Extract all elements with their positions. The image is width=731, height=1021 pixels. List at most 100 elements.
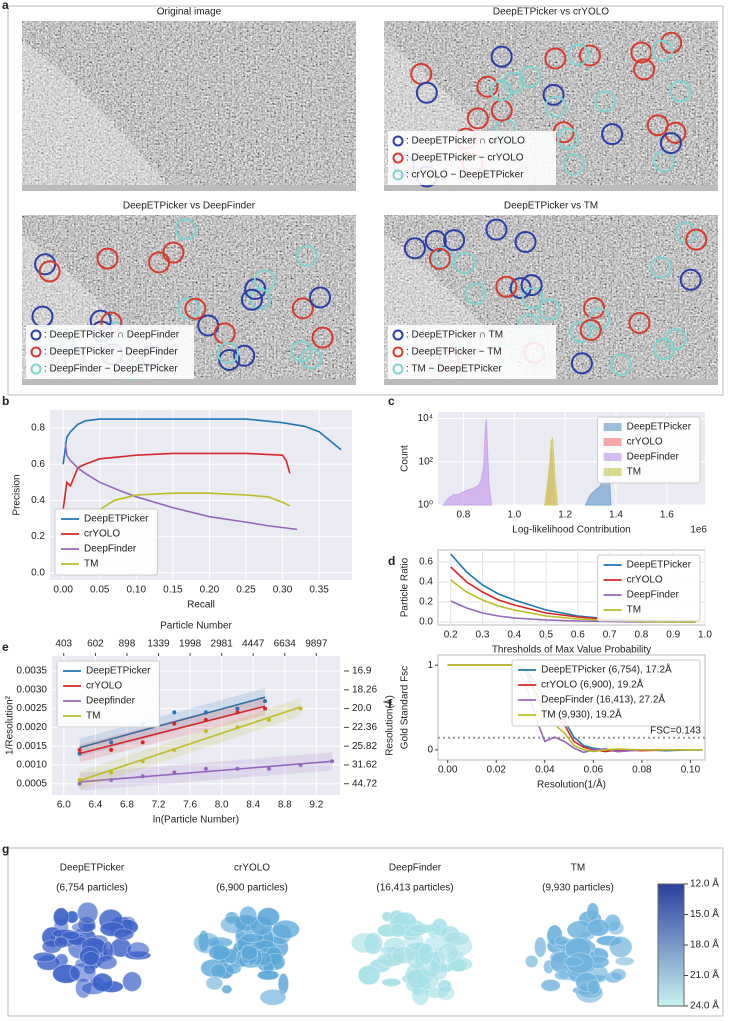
scatter-point	[77, 781, 82, 786]
x-tick-label: 8.0	[215, 800, 229, 811]
particle-ring	[464, 282, 487, 305]
particle-ring	[518, 65, 541, 88]
bottom-strip	[384, 379, 718, 385]
colorbar-label: 15.0 Å	[690, 907, 719, 920]
particle-ring	[542, 83, 565, 106]
bottom-strip	[22, 379, 356, 385]
x2-tick-label: 1998	[179, 639, 202, 650]
y-axis-label: Particle Ratio	[400, 557, 411, 617]
scatter-point	[235, 725, 240, 730]
density-blob	[82, 950, 100, 966]
x-tick-label: 0.8	[456, 510, 470, 521]
legend-ring	[30, 363, 42, 375]
y-tick-label: 0.0	[419, 617, 433, 628]
density-blob	[608, 935, 633, 958]
particle-ring	[291, 297, 314, 320]
legend-label: : TM − DeepETPicker	[406, 364, 502, 375]
legend-box	[388, 131, 556, 185]
density-blob	[259, 988, 287, 1006]
particle-count: (16,413 particles)	[376, 883, 453, 894]
y-tick-label: 0.6	[31, 459, 45, 470]
density-blob	[53, 936, 69, 949]
legend-ring	[392, 363, 404, 375]
x-tick-label: 1.0	[507, 510, 521, 521]
y-tick-label: 0.0025	[16, 703, 47, 714]
series-line	[62, 418, 342, 465]
legend-label: DeepFinder (16,413), 27.2Å	[541, 693, 665, 706]
axis-offset: 1e6	[690, 525, 707, 536]
density-blob	[449, 957, 468, 973]
tomogram	[22, 21, 356, 191]
scatter-point	[235, 710, 240, 715]
x-tick-label: 0.30	[273, 585, 293, 596]
density-blob	[418, 943, 434, 965]
panel-label: e	[2, 640, 9, 654]
y2-tick-label: 25.82	[352, 741, 377, 752]
density-blob	[52, 907, 70, 927]
density-blob	[436, 984, 456, 1001]
density-blob	[122, 971, 143, 992]
x-axis-label: Resolution(1/Å)	[537, 778, 606, 791]
legend-label: DeepETPicker	[86, 666, 151, 677]
structure-name: TM	[571, 863, 585, 874]
scatter-point	[330, 759, 335, 764]
y-tick-label: 0.0	[31, 567, 45, 578]
density-blob	[256, 907, 281, 927]
x2-tick-label: 4447	[242, 639, 265, 650]
density-blob	[205, 976, 224, 991]
legend-label: : DeepETPicker ∩ DeepFinder	[44, 330, 180, 341]
y-tick-label: 10⁴	[418, 413, 433, 424]
scatter-point	[140, 759, 145, 764]
x-tick-label: 8.4	[246, 800, 260, 811]
particle-ring	[233, 344, 256, 367]
x-tick-label: 0.00	[53, 585, 73, 596]
panel-a-frame	[7, 5, 724, 396]
colorbar-label: 18.0 Å	[690, 938, 719, 951]
density-blob	[240, 945, 259, 961]
particle-ring	[295, 244, 318, 267]
y2-tick-label: 44.72	[352, 778, 377, 789]
legend-ring	[30, 329, 42, 341]
y-tick-label: 0.8	[31, 423, 45, 434]
density-blob	[210, 963, 227, 979]
legend-box	[511, 659, 701, 727]
density-blob	[381, 977, 402, 987]
legend-label: crYOLO	[627, 437, 663, 448]
x2-tick-label: 2981	[211, 639, 234, 650]
particle-ring	[521, 287, 544, 310]
particle-ring	[514, 230, 537, 253]
particle-ring	[184, 297, 207, 320]
series-line	[450, 579, 696, 623]
structure-name: DeepETPicker	[60, 863, 125, 874]
y-axis-label: Precision	[12, 474, 23, 515]
scatter-point	[266, 717, 271, 722]
y-tick-label: 0.0015	[16, 741, 47, 752]
legend-ring	[392, 329, 404, 341]
y-axis-label: 1/Resolution²	[5, 695, 16, 755]
x-tick-label: 1.0	[698, 630, 712, 641]
legend-label: DeepFinder	[627, 452, 680, 463]
particle-ring	[96, 247, 119, 270]
legend-label: : DeepETPicker ∩ crYOLO	[406, 136, 525, 147]
particle-ring	[38, 260, 61, 283]
x-tick-label: 0.10	[681, 765, 701, 776]
legend-box	[56, 660, 160, 728]
scatter-point	[172, 721, 177, 726]
scatter-point	[266, 766, 271, 771]
x-axis-label: Recall	[187, 600, 215, 611]
scatter-point	[109, 777, 114, 782]
particle-ring	[583, 296, 606, 319]
scatter-point	[263, 706, 268, 711]
particle-ring	[253, 269, 276, 292]
x-tick-label: 0.8	[634, 630, 648, 641]
bottom-strip	[384, 185, 718, 191]
particle-ring	[649, 256, 672, 279]
scatter-point	[140, 774, 145, 779]
density-blob	[586, 902, 600, 922]
y-axis-label: Gold Standard Fsc	[400, 666, 411, 749]
x-tick-label: 0.3	[476, 630, 490, 641]
legend-ring	[392, 346, 404, 358]
series-area	[544, 436, 559, 506]
panel-label: a	[2, 0, 9, 12]
series-area	[442, 419, 492, 506]
